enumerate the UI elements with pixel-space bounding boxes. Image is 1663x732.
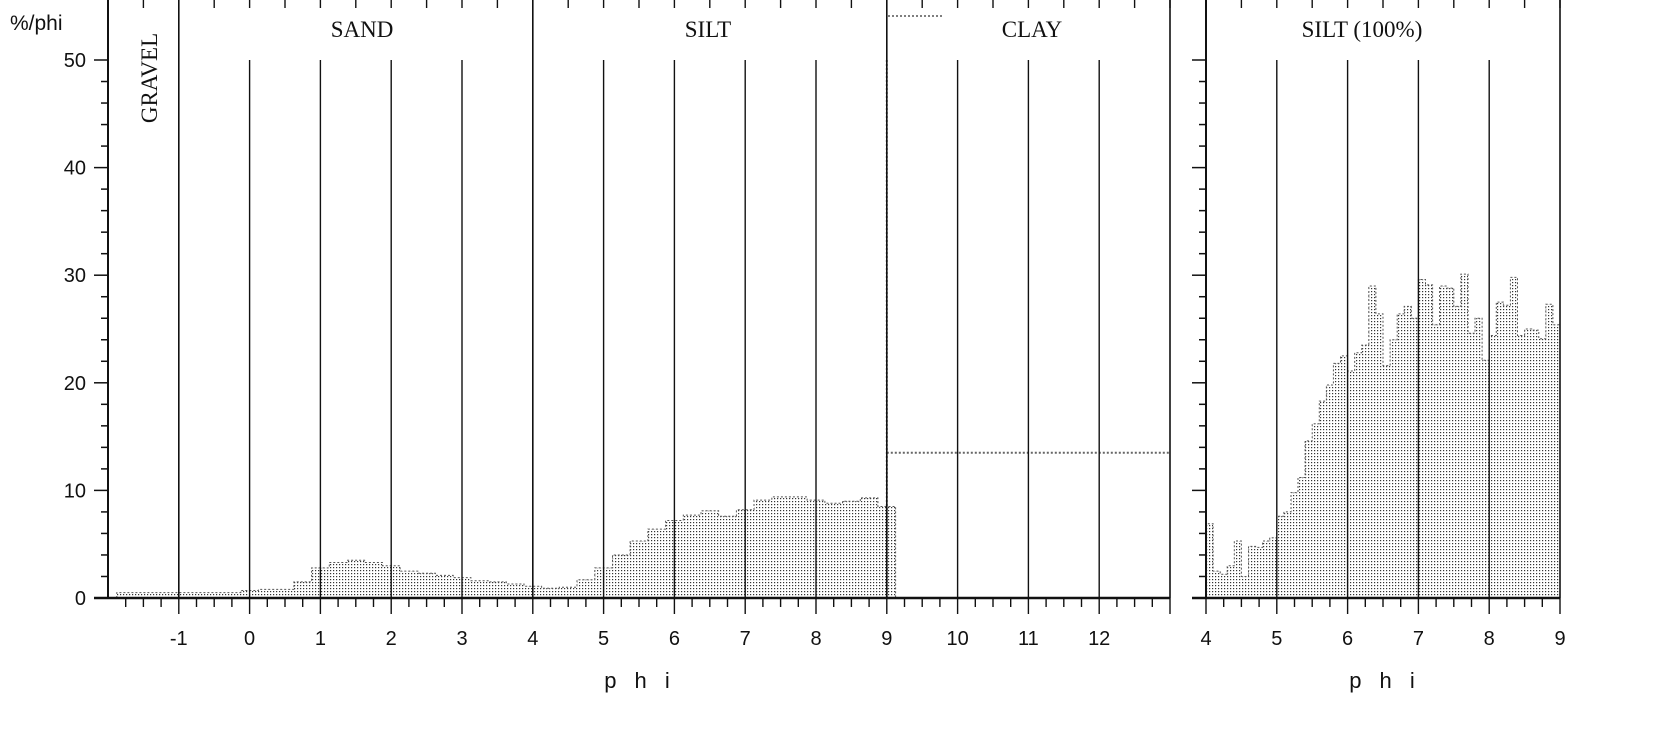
x-tick-label: 6 <box>669 628 680 650</box>
x-tick-label: 9 <box>1554 628 1565 650</box>
x-tick-label: 8 <box>1484 628 1495 650</box>
x-tick-label: 7 <box>1413 628 1424 650</box>
silt-distribution-bars <box>1205 273 1561 599</box>
x-tick-label: 1 <box>315 628 326 650</box>
x-tick-label: 9 <box>881 628 892 650</box>
x-tick-label: 7 <box>740 628 751 650</box>
x-tick-label: 0 <box>244 628 255 650</box>
distribution-area <box>116 496 897 599</box>
y-axis-label: %/phi <box>10 12 63 35</box>
x-tick-label: 11 <box>1018 628 1039 650</box>
x-tick-label: 5 <box>598 628 609 650</box>
x-tick-label: 10 <box>946 628 968 650</box>
x-tick-label: 4 <box>1200 628 1211 650</box>
y-tick-label: 50 <box>64 50 86 72</box>
x-tick-label: 6 <box>1342 628 1353 650</box>
zone-label-gravel: GRAVEL <box>137 33 162 123</box>
zone-label-sand: SAND <box>331 17 394 42</box>
y-tick-label: 40 <box>64 158 86 180</box>
x-tick-label: 3 <box>456 628 467 650</box>
y-tick-label: 0 <box>75 588 86 610</box>
x-axis-title-left: p h i <box>604 668 676 693</box>
x-tick-label: 12 <box>1088 628 1110 650</box>
right-chart-title: SILT (100%) <box>1302 17 1423 42</box>
zone-label-clay: CLAY <box>1002 17 1063 42</box>
x-tick-label: -1 <box>170 628 188 650</box>
y-tick-label: 20 <box>64 373 86 395</box>
y-tick-label: 10 <box>64 480 86 502</box>
x-tick-label: 5 <box>1271 628 1282 650</box>
x-tick-label: 2 <box>386 628 397 650</box>
y-tick-label: 30 <box>64 265 86 287</box>
x-axis-title-right: p h i <box>1349 668 1421 693</box>
zone-label-silt: SILT <box>685 17 731 42</box>
x-tick-label: 4 <box>527 628 538 650</box>
x-tick-label: 8 <box>810 628 821 650</box>
